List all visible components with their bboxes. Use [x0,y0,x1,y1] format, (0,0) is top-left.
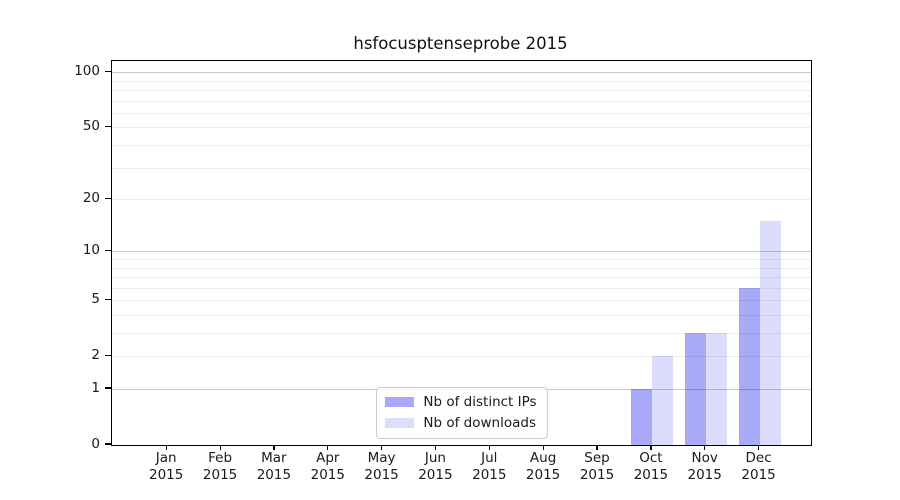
x-tick-label: Oct 2015 [621,450,681,484]
x-tick-mark [327,445,329,450]
x-tick-label: Feb 2015 [190,450,250,484]
x-tick-month: Sep [584,450,610,466]
y-tick-mark [105,197,111,199]
x-tick-year: 2015 [202,467,238,483]
minor-gridline [112,287,811,289]
legend: Nb of distinct IPs Nb of downloads [375,387,548,439]
y-tick-mark [105,125,111,128]
bar-downloads-oct [651,356,673,445]
x-tick-month: Apr [316,450,340,466]
y-tick-label: 50 [82,118,100,135]
x-tick-month: Dec [745,450,772,466]
x-tick-year: 2015 [741,467,776,483]
x-tick-label: Nov 2015 [675,450,735,484]
x-tick-month: Feb [208,450,233,466]
minor-gridline [112,300,811,302]
y-tick-mark [105,70,111,72]
x-tick-month: Mar [261,450,287,466]
x-tick-label: Apr 2015 [298,450,358,484]
x-tick-month: Nov [691,450,718,466]
x-tick-month: May [367,450,396,466]
bar-downloads-dec [759,221,781,445]
x-tick-year: 2015 [633,467,669,483]
y-tick-label: 100 [74,63,100,80]
x-tick-mark [758,445,760,450]
minor-gridline [112,333,811,334]
plot-area: Nb of distinct IPs Nb of downloads [111,60,812,446]
x-tick-year: 2015 [418,467,453,483]
x-tick-label: Jun 2015 [405,450,465,484]
y-tick-mark [105,387,111,389]
y-tick-mark [105,354,111,356]
x-tick-label: Aug 2015 [513,450,573,484]
x-tick-year: 2015 [310,467,345,483]
minor-gridline [112,199,811,201]
minor-gridline [112,80,811,82]
x-tick-mark [650,445,652,450]
y-tick-label: 2 [91,347,100,364]
legend-entry-distinct-ips: Nb of distinct IPs [384,394,537,410]
major-gridline [112,251,811,253]
x-tick-year: 2015 [149,467,184,483]
y-tick-label: 10 [82,242,100,259]
x-tick-year: 2015 [579,467,615,483]
x-tick-label: Jul 2015 [459,450,519,484]
bar-distinct-ips-dec [738,287,760,445]
x-tick-year: 2015 [256,467,292,483]
major-gridline [112,72,811,74]
y-tick-mark [105,298,111,300]
y-tick-label: 0 [91,436,100,452]
x-tick-mark [381,445,383,450]
minor-gridline [112,127,811,129]
minor-gridline [112,356,811,358]
bar-distinct-ips-oct [630,389,652,445]
x-tick-mark [273,445,275,450]
x-tick-month: Jun [424,450,446,466]
x-tick-mark [596,445,598,450]
x-tick-month: Jul [481,450,498,466]
legend-swatch-distinct-ips-icon [384,397,414,407]
x-tick-label: Jan 2015 [136,450,196,484]
x-tick-mark [488,445,490,450]
minor-gridline [112,267,811,269]
x-tick-mark [434,445,437,450]
minor-gridline [112,277,811,278]
minor-gridline [112,145,811,146]
x-tick-year: 2015 [525,467,561,483]
x-tick-mark [704,445,706,450]
legend-entry-downloads: Nb of downloads [384,415,536,431]
x-tick-label: Dec 2015 [729,450,789,484]
legend-swatch-downloads-icon [384,418,414,428]
y-tick-label: 1 [91,380,100,396]
y-tick-mark [105,443,111,445]
x-tick-label: May 2015 [352,450,412,484]
legend-label-distinct-ips: Nb of distinct IPs [423,394,537,410]
y-tick-label: 5 [91,291,100,308]
minor-gridline [112,100,811,102]
minor-gridline [112,315,811,316]
x-tick-year: 2015 [687,467,722,483]
x-tick-label: Mar 2015 [244,450,304,484]
minor-gridline [112,167,811,169]
minor-gridline [112,90,811,91]
y-tick-label: 20 [82,190,100,207]
chart-title: hsfocusptenseprobe 2015 [353,34,568,53]
x-tick-month: Oct [639,450,663,466]
x-tick-year: 2015 [472,467,507,483]
x-tick-mark [165,445,167,450]
bar-distinct-ips-nov [684,333,706,445]
x-tick-year: 2015 [364,467,399,483]
bar-downloads-nov [705,333,727,445]
x-tick-mark [219,445,221,450]
x-tick-month: Jan [155,450,177,466]
y-tick-mark [105,249,111,251]
minor-gridline [112,112,811,114]
x-tick-label: Sep 2015 [567,450,627,484]
legend-label-downloads: Nb of downloads [423,415,536,431]
minor-gridline [112,259,811,260]
x-tick-month: Aug [529,450,557,466]
x-tick-mark [542,445,544,450]
